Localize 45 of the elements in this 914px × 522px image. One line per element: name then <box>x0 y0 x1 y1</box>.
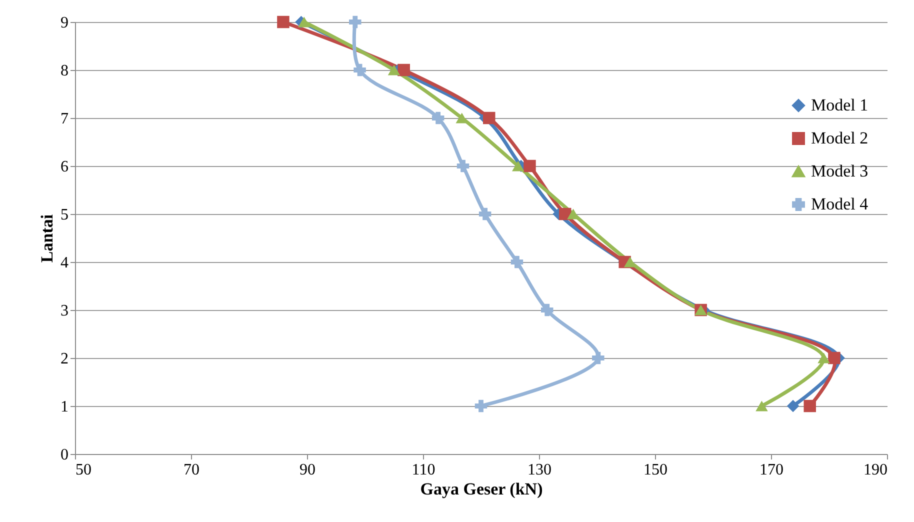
x-tick-label: 50 <box>76 462 92 478</box>
y-tick-label: 6 <box>60 158 68 176</box>
point <box>354 64 366 76</box>
y-tick-label: 1 <box>60 398 68 416</box>
point <box>478 208 492 220</box>
point <box>388 64 400 76</box>
point <box>432 112 444 124</box>
y-tick-label: 4 <box>60 254 68 272</box>
y-tick-label: 7 <box>60 110 68 128</box>
y-tick-label: 9 <box>60 14 68 32</box>
legend-label: Model 4 <box>811 194 869 214</box>
point <box>512 160 524 172</box>
y-axis-title: Lantai <box>38 214 56 263</box>
point <box>524 160 536 172</box>
point <box>510 256 524 268</box>
point <box>277 16 290 28</box>
point <box>804 400 816 412</box>
point <box>592 352 604 364</box>
x-tick-label: 110 <box>412 462 436 478</box>
y-tick-label: 8 <box>60 62 68 80</box>
x-tick-label: 170 <box>760 462 784 478</box>
legend-label: Model 2 <box>811 128 868 148</box>
x-tick-label: 130 <box>528 462 552 478</box>
point <box>456 160 470 172</box>
point <box>482 112 496 124</box>
legend-label: Model 1 <box>811 96 868 114</box>
point <box>818 352 830 364</box>
point <box>756 400 768 412</box>
point <box>349 16 362 28</box>
point <box>298 16 310 28</box>
y-tick-label: 2 <box>60 350 68 368</box>
point <box>398 64 410 76</box>
x-axis-title: Gaya Geser (kN) <box>420 480 543 498</box>
point <box>474 400 488 412</box>
y-tick-label: 3 <box>60 302 68 320</box>
y-tick-label: 0 <box>60 446 68 464</box>
x-tick-label: 70 <box>184 462 200 478</box>
x-tick-label: 90 <box>300 462 316 478</box>
y-tick-label: 5 <box>60 206 68 224</box>
legend-label: Model 3 <box>811 162 868 180</box>
point <box>828 352 840 364</box>
point <box>540 304 554 316</box>
x-tick-label: 190 <box>864 462 888 478</box>
x-tick-label: 150 <box>644 462 668 478</box>
point <box>786 400 800 412</box>
